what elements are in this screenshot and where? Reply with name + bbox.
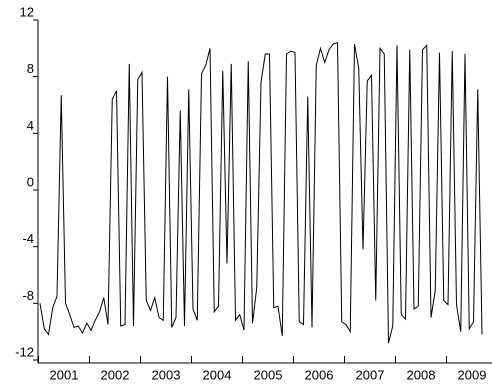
x-tick-label: 2003: [152, 367, 181, 382]
x-tick-label: 2004: [203, 367, 232, 382]
y-tick-label: -12: [15, 344, 34, 359]
y-tick-label: 0: [27, 174, 34, 189]
y-tick-label: -4: [22, 231, 34, 246]
x-tick-label: 2006: [305, 367, 334, 382]
x-tick-label: 2002: [101, 367, 130, 382]
x-tick-label: 2009: [458, 367, 487, 382]
x-tick-label: 2005: [254, 367, 283, 382]
x-tick-label: 2001: [50, 367, 79, 382]
x-tick-label: 2008: [407, 367, 436, 382]
data-line: [39, 41, 483, 344]
y-tick-label: -8: [22, 288, 34, 303]
x-tick-label: 2007: [356, 367, 385, 382]
y-tick-label: 8: [27, 61, 34, 76]
y-tick-label: 4: [27, 118, 34, 133]
y-tick-label: 12: [20, 4, 34, 19]
